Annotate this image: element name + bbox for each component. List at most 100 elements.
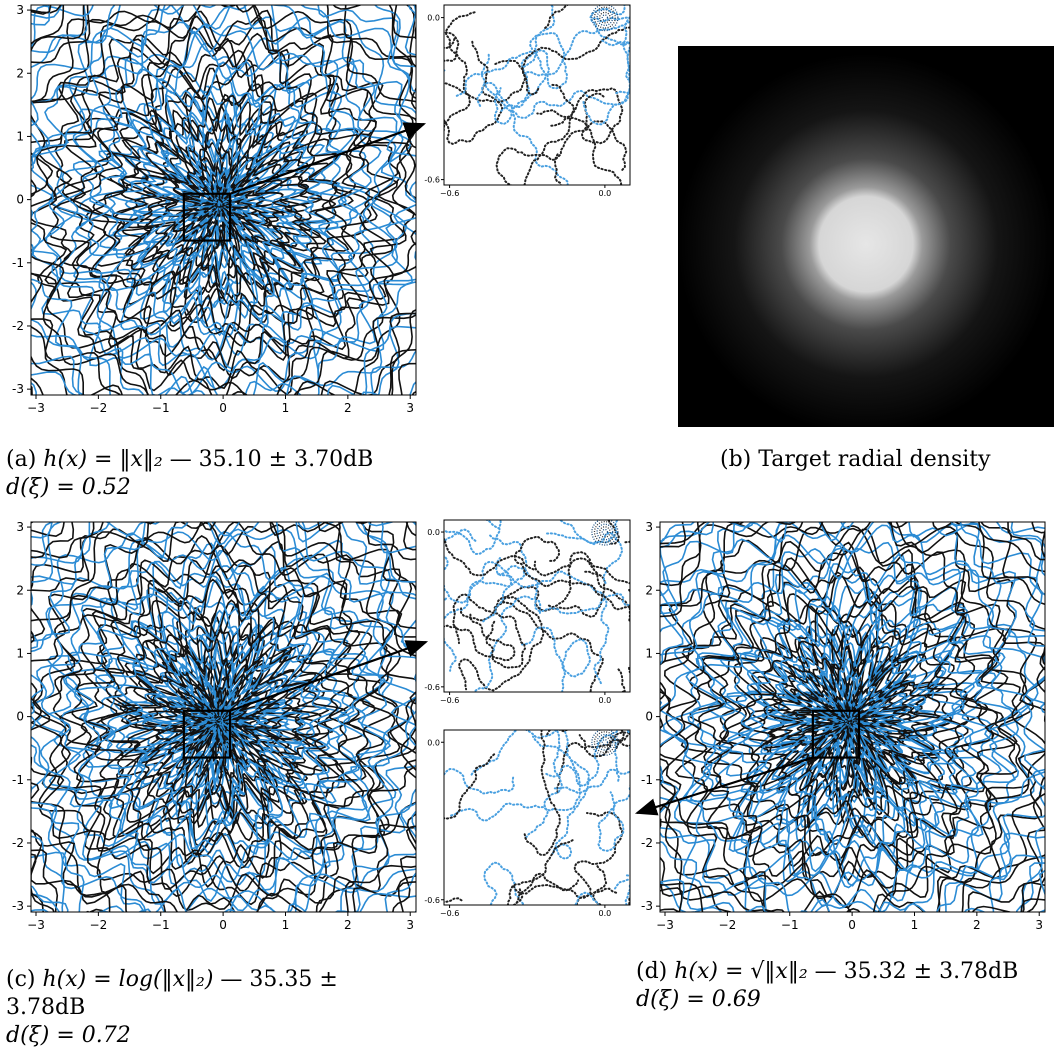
x-tick-label: −1 [781, 918, 799, 932]
zoom-arrow [229, 640, 429, 712]
source-ring [593, 731, 616, 754]
dotted-path [452, 593, 527, 669]
dotted-path [444, 520, 502, 556]
panel-a-plot: −3 −2 −1 0 1 2 3 3 2 1 0 -1 -2 -3 [12, 3, 417, 415]
curve [660, 528, 1034, 909]
curve [662, 541, 1033, 907]
dotted-path [495, 557, 610, 685]
caption-b-text: Target radial density [758, 447, 991, 472]
source-ring [601, 528, 609, 536]
dotted-path [546, 520, 619, 545]
y-tick-label: -2 [12, 319, 24, 333]
dotted-path [444, 613, 516, 662]
dotted-path [444, 31, 527, 104]
dotted-path [553, 768, 630, 794]
dotted-path [523, 20, 630, 77]
curve [124, 628, 311, 817]
x-tick-label: 0.0 [599, 909, 612, 918]
x-tick-label: −3 [656, 918, 674, 932]
curve [31, 535, 401, 906]
dotted-path [582, 16, 630, 126]
curve [31, 522, 416, 912]
x-tick-label: 0 [219, 918, 227, 932]
zoom-box [182, 192, 232, 242]
source-ring [591, 520, 619, 546]
curve [31, 5, 416, 395]
x-tick-label: −0.6 [440, 909, 459, 918]
x-tick-label: 0.0 [599, 189, 612, 198]
curve [31, 522, 416, 912]
dotted-path [575, 887, 618, 905]
y-tick-label: -0.6 [424, 896, 440, 905]
x-tick-label: 0.0 [599, 696, 612, 705]
dotted-path [457, 595, 545, 692]
dotted-path [506, 839, 574, 905]
caption-a-label: (a) [6, 447, 37, 472]
x-tick-label: −3 [27, 918, 45, 932]
curve [719, 594, 969, 845]
y-tick-label: 0 [16, 193, 24, 207]
y-tick-label: 1 [16, 646, 24, 660]
dotted-path [551, 734, 620, 860]
caption-a-d: d(ξ) = 0.52 [6, 475, 131, 500]
curve [660, 522, 1045, 912]
dotted-path [444, 767, 515, 795]
curve [174, 157, 265, 246]
curve [31, 522, 416, 912]
caption-d-d: d(ξ) = 0.69 [636, 987, 761, 1012]
y-tick-label: 0.0 [427, 528, 440, 537]
curve [31, 522, 416, 912]
dotted-path [450, 735, 582, 822]
y-tick-label: 3 [16, 3, 24, 17]
curve [92, 588, 356, 856]
caption-c-formula: h(x) = log(‖x‖₂) [42, 967, 214, 992]
zoom-arrow [634, 756, 814, 816]
zoom-box [811, 709, 861, 759]
dotted-path [558, 520, 624, 584]
curve [750, 623, 951, 825]
y-tick-label: -1 [12, 773, 24, 787]
curve [31, 5, 416, 395]
curve [114, 618, 316, 825]
dotted-path [525, 730, 563, 839]
dotted-path [455, 50, 547, 126]
dotted-path [521, 626, 592, 692]
y-tick-label: 0 [645, 710, 653, 724]
dotted-path [483, 861, 526, 905]
dotted-path [444, 555, 513, 623]
caption-a-formula: h(x) = ‖x‖₂ [43, 447, 163, 472]
curve [660, 522, 1045, 912]
dotted-path [500, 31, 568, 112]
dotted-path [459, 570, 606, 622]
curve [49, 26, 399, 380]
curve [72, 61, 371, 356]
curve [697, 575, 1000, 875]
y-tick-label: -0.6 [424, 176, 440, 185]
x-tick-label: 3 [406, 401, 414, 415]
curve [680, 549, 1018, 881]
source-ring [596, 733, 614, 751]
curve [61, 49, 370, 360]
x-tick-label: −1 [152, 918, 170, 932]
curve [157, 141, 285, 269]
y-tick-label: -0.6 [424, 683, 440, 692]
curve [123, 105, 313, 296]
source-ring [591, 730, 619, 756]
curve [718, 586, 989, 857]
curve [62, 565, 372, 883]
inset-background [444, 730, 630, 905]
dotted-path [521, 26, 630, 96]
source-ring [601, 739, 609, 746]
curve [703, 571, 995, 862]
curve [35, 542, 393, 903]
panel-c-plot: −3 −2 −1 0 1 2 3 3 2 1 0 -1 -2 -3 [12, 520, 417, 932]
curve [31, 522, 416, 912]
dotted-path [615, 5, 630, 95]
dotted-path [525, 730, 591, 787]
y-tick-label: -2 [641, 836, 653, 850]
curve [758, 624, 948, 818]
density-image [678, 46, 1054, 427]
y-tick-label: 2 [645, 583, 653, 597]
curve [737, 611, 953, 826]
